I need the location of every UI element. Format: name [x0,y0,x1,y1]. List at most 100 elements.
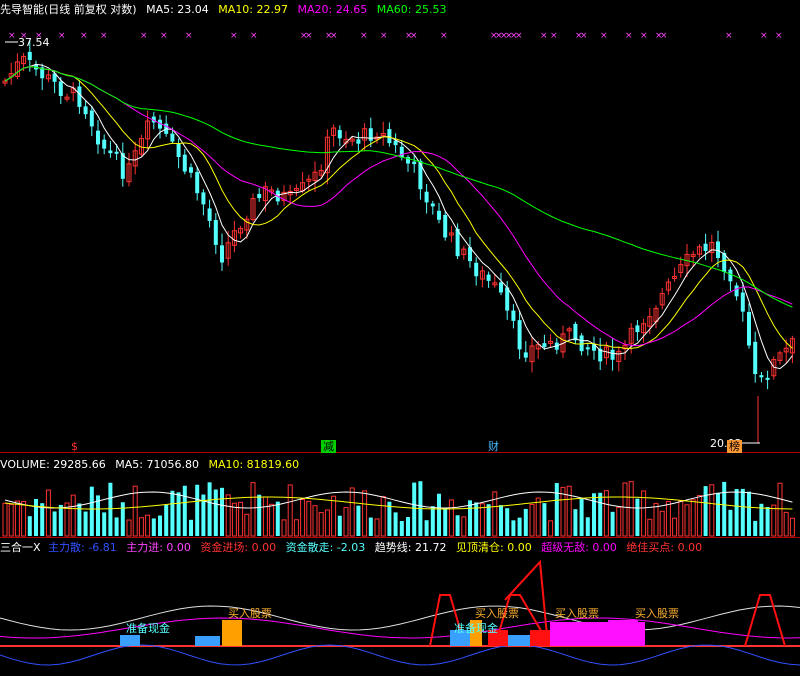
high-price-label: 37.54 [18,36,50,49]
indicator-block [488,630,508,646]
volume-bar [759,503,764,536]
retail-line [0,644,800,666]
volume-bar [349,487,355,537]
candle-body [517,320,522,350]
candle-body [151,116,156,123]
candle-body [108,150,113,154]
volume-bar [8,504,14,537]
volume-bar [696,495,702,537]
ma5-readout: MA5: 23.04 [146,3,209,16]
volume-bar [535,497,541,537]
candle-body [716,241,720,258]
volume-bar [387,501,392,536]
candle-body [14,61,20,77]
volume-bar [690,499,696,537]
volume-bar [560,486,566,537]
indicator-header: 三合一X 主力散: -6.81 主力进: 0.00 资金进场: 0.00 资金散… [0,540,800,555]
signal-marker: × [495,31,503,41]
chart-title[interactable]: 先导智能(日线 前复权 对数) [0,3,137,16]
volume-bar [554,483,559,536]
volume-bar [34,498,38,536]
candle-body [281,191,287,201]
volume-bar [362,490,368,537]
candle-body [337,130,342,139]
signal-marker: × [185,31,193,41]
candle-body [734,285,739,297]
volume-bar [108,482,113,536]
volume-bar [27,516,32,536]
volume-bar [753,520,758,536]
signal-marker: × [325,31,333,41]
candle-body [641,323,647,334]
candle-body [499,282,503,293]
candle-body [455,228,460,257]
candle-body [592,344,596,351]
volume-bar [374,518,380,537]
volume-bar [659,510,665,537]
volume-bar [672,517,678,537]
volume-bar [343,507,349,537]
candle-body [722,253,727,272]
event-marker-dollar[interactable]: $ [71,440,78,453]
volume-bar [443,507,448,536]
event-marker-list[interactable]: 榜 [727,440,742,453]
top-clear-signal [504,559,549,647]
volume-bar [120,502,125,536]
volume-bar [728,509,733,536]
volume-bar [616,506,622,537]
candle-body [511,310,516,321]
candle-body [709,241,715,254]
volume-bar [2,502,8,537]
candle-body [189,167,193,173]
candle-body [158,119,162,129]
volume-bar [678,500,684,537]
signal-marker: × [80,31,88,41]
top-clear-signal [494,594,551,647]
volume-bar [45,489,51,537]
indicator-cjwd: 超级无敌: 0.00 [541,541,617,554]
volume-bar [716,492,720,536]
candle-body [542,343,547,348]
volume-bar [337,515,342,536]
candle-body [207,208,212,221]
candle-body [548,340,554,344]
signal-marker: × [305,31,313,41]
candle-body [238,227,244,234]
volume-bar [789,517,795,537]
candle-body [659,293,665,306]
volume-bar [684,504,690,537]
candle-body [486,274,491,281]
candlestick-series [2,40,795,390]
volume-bar [151,518,156,536]
signal-marker: × [250,31,258,41]
candle-body [728,269,733,282]
volume-bar [176,492,181,536]
candle-body [635,325,640,333]
indicator-zjjc: 资金进场: 0.00 [200,541,277,554]
indicator-jdqc: 见顶清仓: 0.00 [456,541,532,554]
volume-bar [70,494,76,537]
indicator-name[interactable]: 三合一X [0,541,41,554]
candle-body [418,160,423,190]
volume-bar [783,511,789,537]
indicator-label-prepare-cash-2: 准备现金 [454,622,498,635]
candle-body [783,347,789,353]
volume-bar [145,514,151,537]
volume-bar [628,481,634,537]
candle-body [306,178,312,182]
candle-body [616,350,622,362]
candle-body [27,51,32,61]
volume-bar [771,504,777,537]
candle-body [120,153,125,179]
signal-marker: × [625,31,633,41]
volume-bar [324,509,330,537]
candle-body [765,377,770,380]
volume-bar [703,486,708,536]
candle-body [443,214,448,238]
volume-bar [300,499,306,537]
event-marker-finance[interactable]: 财 [488,440,499,453]
signal-marker: × [330,31,338,41]
event-marker-reduce[interactable]: 减 [321,440,336,453]
volume-bar [399,520,404,536]
